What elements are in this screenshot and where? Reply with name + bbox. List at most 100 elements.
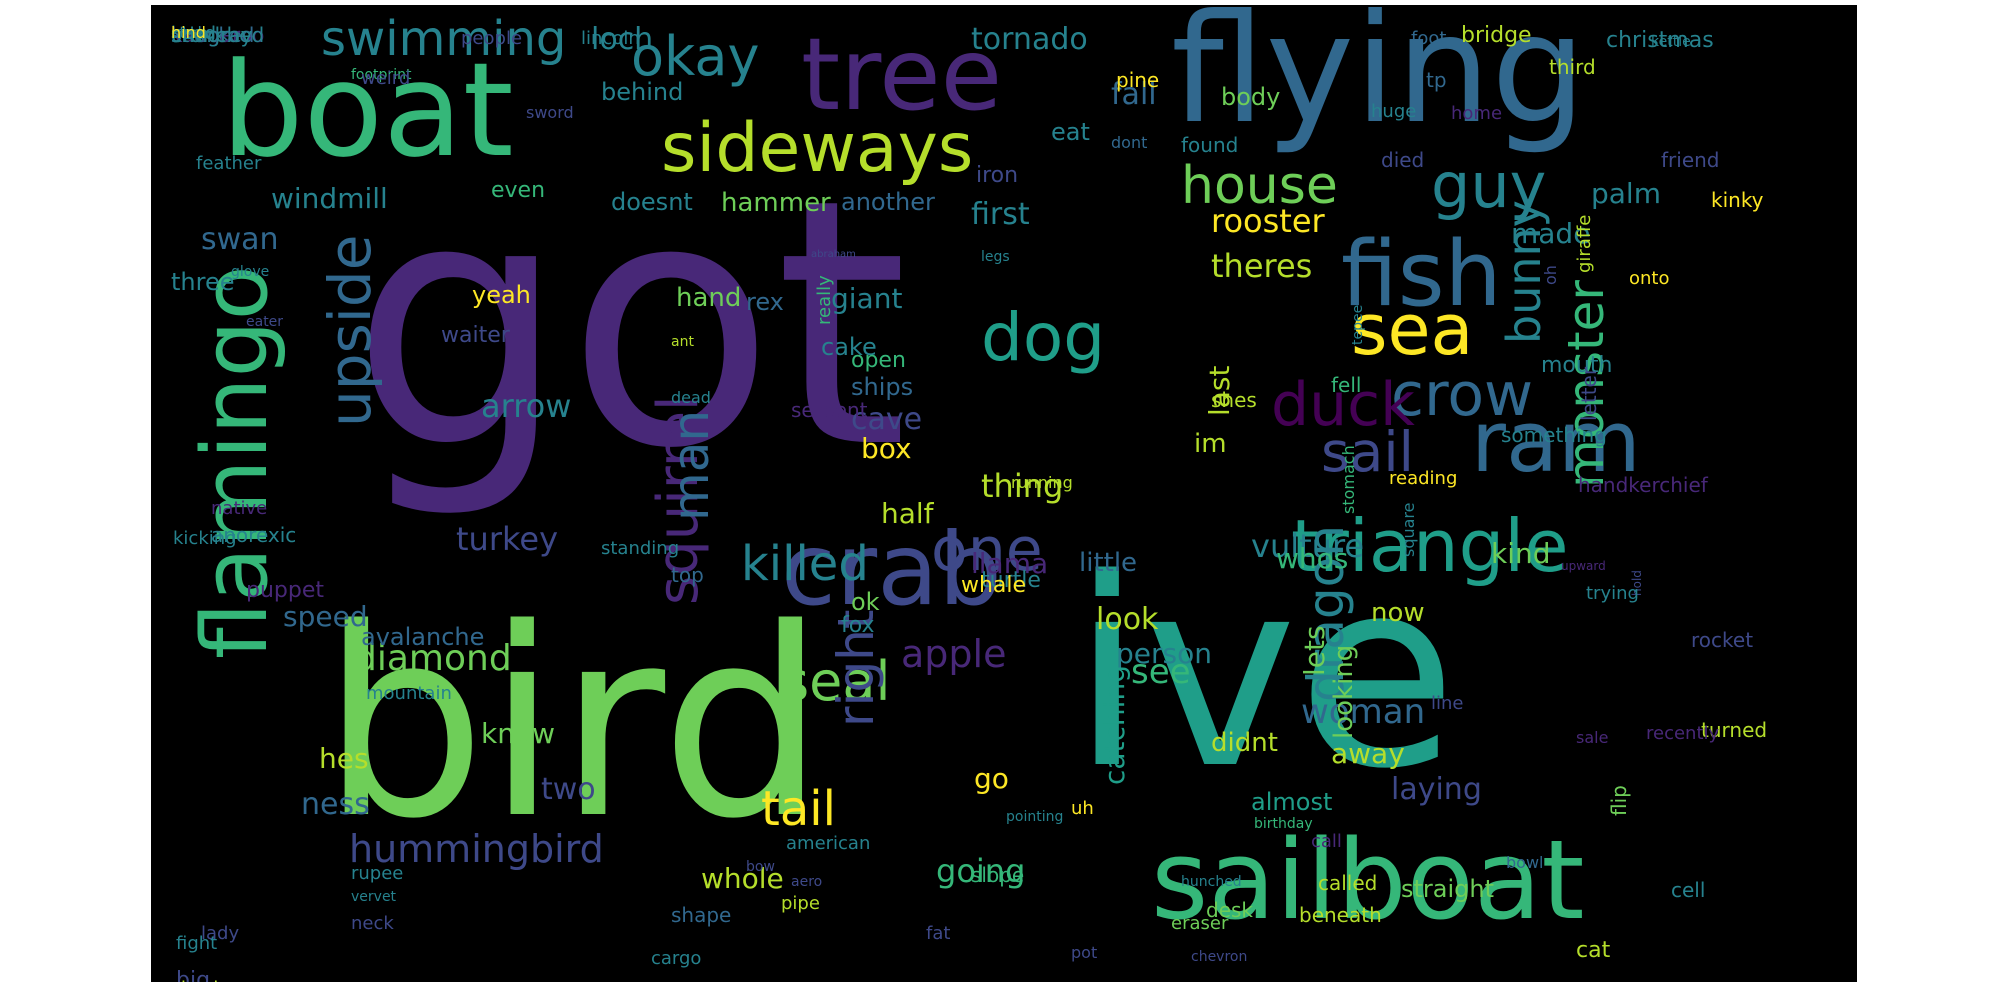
- word: big: [176, 968, 211, 983]
- word: puppet: [246, 578, 324, 603]
- word: fish: [1341, 222, 1502, 327]
- word: shape: [671, 903, 732, 927]
- word: people: [461, 28, 523, 49]
- word: chevron: [1191, 949, 1248, 965]
- word: man: [662, 409, 720, 521]
- word: line: [1431, 693, 1464, 714]
- word: oh: [1541, 265, 1560, 285]
- word: flying: [1171, 5, 1587, 157]
- word: doesnt: [611, 188, 693, 216]
- word: abraham: [811, 249, 856, 260]
- word: legs: [981, 249, 1010, 265]
- word: dead: [671, 388, 711, 407]
- word: rocket: [1691, 628, 1754, 652]
- word: eraser: [1171, 913, 1229, 934]
- word: anorexic: [211, 523, 297, 547]
- word: stomach: [1339, 445, 1358, 514]
- word: got: [351, 127, 909, 523]
- word: flip: [1607, 785, 1631, 816]
- word: fox: [841, 613, 875, 638]
- word: whole: [701, 862, 784, 895]
- word: beneath: [1299, 903, 1382, 927]
- word: ant: [671, 334, 694, 350]
- word: glove: [231, 264, 270, 280]
- word: okay: [631, 25, 760, 88]
- word: going: [936, 852, 1026, 890]
- word: bowl: [1506, 853, 1544, 872]
- word: fell: [1331, 373, 1362, 397]
- word: desk: [1206, 898, 1254, 922]
- word: yeah: [472, 281, 531, 309]
- word: shark: [171, 23, 227, 47]
- word: reading: [1389, 468, 1458, 489]
- word: shes: [1211, 388, 1257, 412]
- word: eater: [246, 314, 284, 330]
- word: person: [1116, 637, 1212, 670]
- word: looking: [1329, 644, 1359, 739]
- word: arrow: [481, 387, 572, 425]
- word: really: [814, 275, 835, 325]
- word: little: [1079, 548, 1138, 578]
- word: hes: [319, 742, 369, 775]
- word: boat: [221, 34, 514, 186]
- word: kicking: [173, 528, 237, 549]
- word: trying: [1586, 583, 1639, 604]
- word: llama: [971, 547, 1049, 580]
- word: called: [1318, 871, 1378, 895]
- word: windmill: [271, 182, 388, 215]
- word: serpent: [791, 398, 868, 422]
- word: crunched: [171, 23, 265, 47]
- word: tornado: [971, 22, 1088, 57]
- word: feather: [196, 153, 262, 174]
- word: uh: [1071, 798, 1094, 819]
- word: back: [181, 980, 224, 983]
- word: kinky: [1711, 188, 1764, 212]
- word: slope: [971, 863, 1025, 887]
- word: running: [1011, 473, 1073, 492]
- word: upward: [1561, 559, 1606, 573]
- word: iron: [976, 163, 1019, 188]
- word: turtle: [981, 568, 1041, 593]
- word: pointing: [1006, 809, 1064, 825]
- word: thing: [981, 467, 1064, 505]
- word: almost: [1251, 788, 1333, 816]
- word: loch: [591, 22, 654, 57]
- word: tp: [1426, 68, 1447, 92]
- word: crow: [1391, 360, 1534, 430]
- word: know: [481, 717, 555, 750]
- word: rupee: [351, 863, 404, 884]
- word: woman: [1301, 692, 1426, 732]
- word: swimming: [321, 11, 567, 67]
- word: stingray: [171, 23, 253, 47]
- word: dont: [1111, 133, 1148, 152]
- word: home: [1451, 103, 1503, 124]
- word: swan: [201, 222, 279, 257]
- word: even: [491, 178, 546, 203]
- word: bird: [321, 574, 826, 876]
- word: sail: [1321, 420, 1414, 484]
- word: ness: [301, 787, 370, 822]
- word: box: [861, 432, 912, 465]
- word: hind: [171, 23, 206, 42]
- word: ram: [1471, 393, 1641, 492]
- word: died: [1381, 148, 1425, 172]
- word: foot: [1411, 28, 1447, 49]
- word: hand: [676, 283, 742, 313]
- word: eat: [1051, 118, 1090, 146]
- word: apple: [901, 632, 1007, 676]
- word: friend: [1661, 148, 1720, 172]
- word: found: [1181, 133, 1239, 157]
- word: theres: [1211, 247, 1313, 285]
- word: vervet: [351, 889, 397, 905]
- word: footprint: [351, 67, 412, 83]
- word: half: [881, 497, 934, 530]
- word: native: [211, 498, 268, 519]
- word: third: [1549, 55, 1596, 79]
- word: palm: [1591, 177, 1661, 210]
- word: look: [1096, 602, 1159, 637]
- word: away: [1331, 737, 1405, 770]
- word: open: [851, 348, 906, 373]
- word: handkerchief: [1578, 473, 1708, 497]
- word: standing: [601, 538, 680, 559]
- word: speed: [283, 600, 368, 633]
